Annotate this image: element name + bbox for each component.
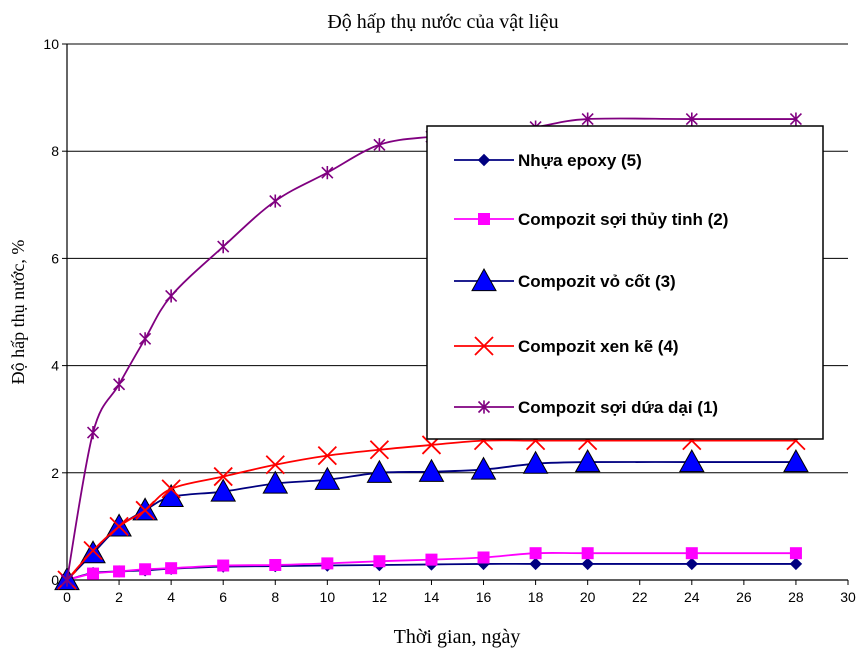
x-tick-label: 16 xyxy=(476,589,492,605)
data-point-x xyxy=(135,500,155,520)
chart-title: Độ hấp thụ nước của vật liệu xyxy=(327,11,558,33)
data-point-star xyxy=(86,426,100,440)
x-tick-label: 12 xyxy=(372,589,388,605)
data-point-square xyxy=(581,547,594,560)
data-point-triangle xyxy=(678,449,705,473)
data-point-star xyxy=(477,400,491,414)
data-point-diamond xyxy=(789,557,803,571)
data-point-star xyxy=(217,240,230,254)
data-point-square xyxy=(269,558,282,571)
legend-label: Nhựa epoxy (5) xyxy=(518,151,642,170)
y-tick-label: 2 xyxy=(51,465,59,481)
data-point-square xyxy=(217,559,230,572)
data-point-x xyxy=(474,336,494,356)
x-tick-label: 20 xyxy=(580,589,596,605)
data-point-star xyxy=(139,332,152,346)
data-point-x xyxy=(161,479,181,499)
data-point-x xyxy=(109,516,129,537)
legend-label: Compozit sợi thủy tinh (2) xyxy=(518,210,728,229)
data-point-diamond xyxy=(685,557,699,571)
data-point-square xyxy=(685,547,698,560)
y-axis-label: Độ hấp thụ nước, % xyxy=(8,240,28,385)
y-tick-label: 4 xyxy=(51,358,59,374)
data-point-star xyxy=(269,194,282,208)
y-tick-label: 8 xyxy=(51,143,59,159)
data-point-triangle xyxy=(783,449,809,473)
data-point-square xyxy=(477,551,490,564)
x-tick-label: 30 xyxy=(840,589,856,605)
data-point-triangle xyxy=(471,267,497,292)
x-tick-label: 10 xyxy=(320,589,336,605)
legend-item: Compozit vỏ cốt (3) xyxy=(454,267,676,292)
legend-label: Compozit sợi dứa dại (1) xyxy=(518,398,718,417)
data-point-square xyxy=(789,547,802,560)
legend-item: Compozit sợi dứa dại (1) xyxy=(454,398,718,417)
x-tick-label: 14 xyxy=(424,589,440,605)
data-point-diamond xyxy=(529,557,542,571)
data-point-star xyxy=(321,166,334,180)
data-point-star xyxy=(789,112,802,126)
legend: Nhựa epoxy (5) Compozit sợi thủy tinh (2)… xyxy=(426,125,824,440)
data-point-triangle xyxy=(470,456,497,480)
x-tick-label: 22 xyxy=(632,589,648,605)
data-point-square xyxy=(139,563,152,576)
series-line xyxy=(66,439,796,581)
x-tick-label: 0 xyxy=(63,589,71,605)
data-point-square xyxy=(529,547,542,560)
data-point-x xyxy=(265,455,285,475)
data-point-star xyxy=(685,112,698,126)
data-point-square xyxy=(478,213,490,225)
x-tick-label: 28 xyxy=(788,589,804,605)
data-point-square xyxy=(87,567,100,580)
series-2 xyxy=(61,547,802,586)
data-point-triangle xyxy=(418,458,445,482)
data-point-triangle xyxy=(366,459,393,483)
data-point-star xyxy=(581,112,594,126)
data-point-square xyxy=(165,562,178,575)
data-point-triangle xyxy=(210,478,237,502)
legend-label: Compozit xen kẽ (4) xyxy=(518,337,679,356)
data-point-triangle xyxy=(574,449,601,473)
x-tick-label: 26 xyxy=(736,589,752,605)
data-point-square xyxy=(373,555,386,568)
data-point-square xyxy=(425,553,438,566)
legend-item: Compozit xen kẽ (4) xyxy=(454,336,679,356)
x-tick-label: 18 xyxy=(528,589,544,605)
legend-label: Compozit vỏ cốt (3) xyxy=(518,272,676,291)
data-point-star xyxy=(373,138,386,152)
x-tick-label: 8 xyxy=(271,589,279,605)
data-point-diamond xyxy=(477,153,491,167)
data-point-x xyxy=(317,446,337,466)
y-tick-label: 10 xyxy=(43,36,59,52)
data-point-x xyxy=(369,440,390,460)
data-point-star xyxy=(60,573,74,587)
data-point-diamond xyxy=(581,557,594,571)
data-point-triangle xyxy=(522,450,549,474)
data-point-triangle xyxy=(262,470,289,494)
data-point-square xyxy=(321,557,334,570)
data-point-x xyxy=(83,540,103,561)
x-tick-label: 4 xyxy=(167,589,175,605)
data-point-triangle xyxy=(314,466,341,490)
y-tick-label: 0 xyxy=(51,572,59,588)
legend-box xyxy=(426,125,824,440)
y-tick-label: 6 xyxy=(51,250,59,266)
x-tick-label: 2 xyxy=(115,589,123,605)
x-tick-label: 6 xyxy=(219,589,227,605)
data-point-star xyxy=(113,377,126,391)
legend-item: Nhựa epoxy (5) xyxy=(454,151,642,170)
x-tick-label: 24 xyxy=(684,589,700,605)
data-point-square xyxy=(113,565,126,578)
series-layer xyxy=(54,112,809,591)
legend-item: Compozit sợi thủy tinh (2) xyxy=(454,210,728,229)
data-point-star xyxy=(165,289,178,303)
x-axis-label: Thời gian, ngày xyxy=(394,626,521,648)
data-point-x xyxy=(213,466,233,487)
